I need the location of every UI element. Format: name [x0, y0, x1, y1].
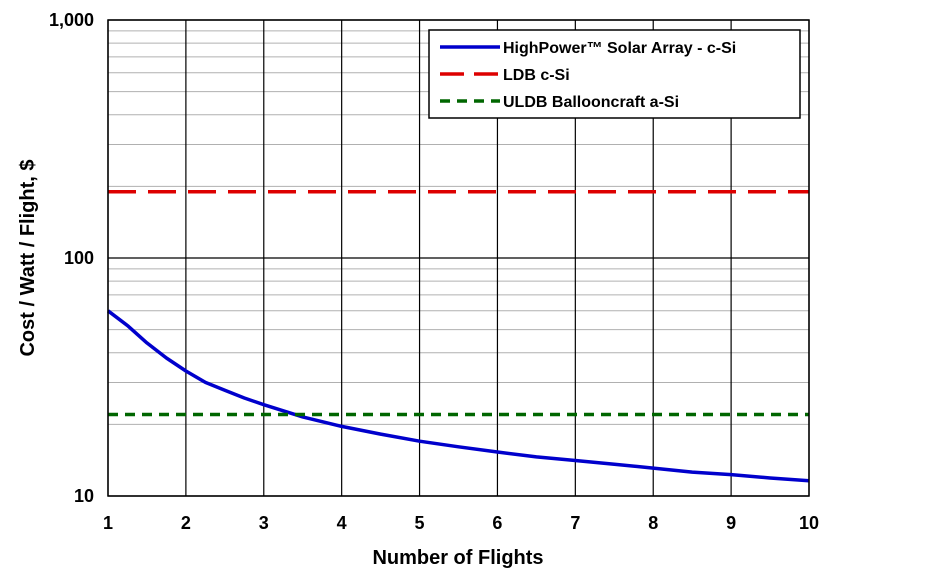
y-tick-label: 100	[64, 248, 94, 268]
legend-label: LDB c-Si	[503, 67, 570, 84]
y-tick-label: 10	[74, 486, 94, 506]
plot-frame	[107, 19, 810, 497]
x-axis-title: Number of Flights	[372, 547, 543, 569]
x-tick-label: 3	[259, 513, 269, 533]
y-tick-label: 1,000	[49, 10, 94, 30]
x-tick-label: 2	[181, 513, 191, 533]
x-tick-labels: 1 2 3 4 5 6 7 8 9 10	[103, 513, 819, 533]
x-tick-label: 10	[799, 513, 819, 533]
series-lines	[106, 189, 810, 483]
legend-label: ULDB Ballooncraft a-Si	[503, 94, 679, 111]
series-line	[106, 309, 810, 483]
x-tick-label: 1	[103, 513, 113, 533]
x-tick-label: 9	[726, 513, 736, 533]
x-tick-label: 8	[648, 513, 658, 533]
y-axis-title: Cost / Watt / Flight, $	[17, 159, 39, 356]
x-tick-label: 7	[570, 513, 580, 533]
legend-label: HighPower™ Solar Array - c-Si	[503, 40, 736, 57]
x-tick-label: 5	[415, 513, 425, 533]
x-tick-label: 6	[492, 513, 502, 533]
y-tick-labels: 10 100 1,000	[49, 10, 94, 506]
legend-entries: HighPower™ Solar Array - c-Si LDB c-Si ULD…	[440, 40, 736, 111]
legend: HighPower™ Solar Array - c-Si LDB c-Si ULD…	[428, 29, 801, 119]
x-tick-label: 4	[337, 513, 347, 533]
